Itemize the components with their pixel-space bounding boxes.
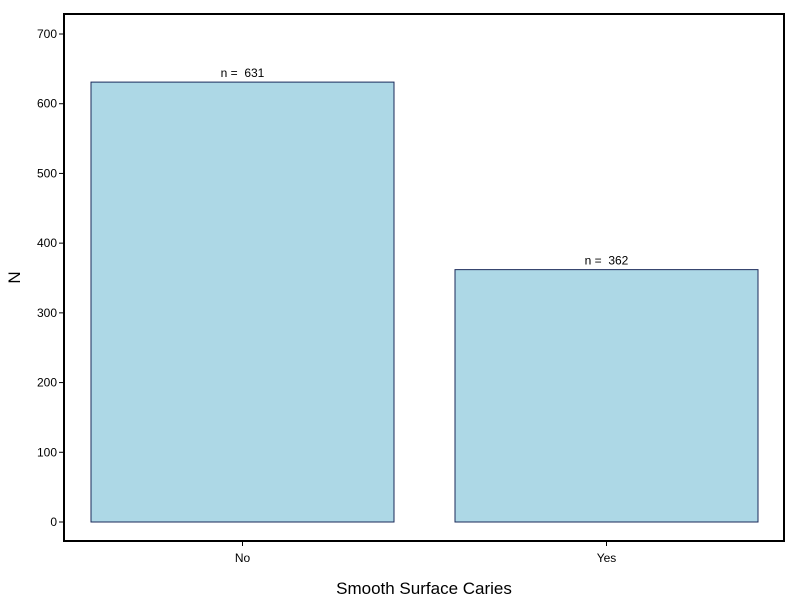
data-label-yes: n = 362 xyxy=(585,254,629,268)
data-labels-group: n = 631 n = 362 xyxy=(221,66,629,268)
y-tick-label: 400 xyxy=(37,236,57,250)
bar-yes xyxy=(454,269,759,523)
data-label-no: n = 631 xyxy=(221,66,265,80)
x-axis: No Yes xyxy=(235,541,616,565)
y-tick-label: 200 xyxy=(37,376,57,390)
x-tick-label: Yes xyxy=(597,551,617,565)
x-tick-label: No xyxy=(235,551,251,565)
y-tick-label: 700 xyxy=(37,27,57,41)
y-axis: 0 100 200 300 400 500 600 700 xyxy=(37,27,64,529)
bar-no xyxy=(90,81,395,523)
bars-group xyxy=(90,81,759,523)
y-tick-label: 0 xyxy=(50,515,57,529)
y-tick-label: 300 xyxy=(37,306,57,320)
y-tick-label: 600 xyxy=(37,97,57,111)
y-tick-label: 100 xyxy=(37,445,57,459)
y-tick-label: 500 xyxy=(37,166,57,180)
x-axis-title: Smooth Surface Caries xyxy=(336,579,512,598)
y-axis-title: N xyxy=(5,271,24,283)
plot-frame xyxy=(63,13,785,542)
